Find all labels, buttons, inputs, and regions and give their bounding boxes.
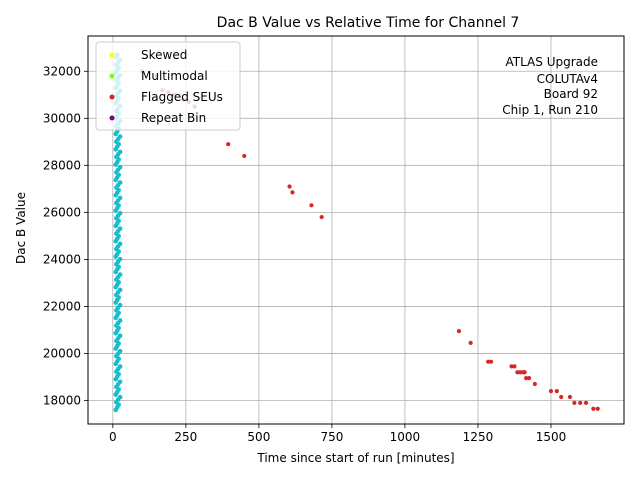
flagged-seu-point [226, 142, 231, 147]
flagged-seu-point [591, 406, 596, 411]
flagged-seu-point [518, 370, 523, 375]
legend-label-skewed: Skewed [141, 48, 187, 62]
annotation-line: Chip 1, Run 210 [502, 103, 598, 117]
x-tick-label: 750 [320, 430, 343, 444]
data-point [117, 348, 123, 354]
y-tick-label: 26000 [43, 205, 81, 219]
x-tick-label: 500 [247, 430, 270, 444]
data-point [117, 318, 123, 323]
flagged-seu-point [526, 376, 532, 381]
y-tick-label: 20000 [43, 346, 81, 360]
data-point [117, 256, 123, 262]
flagged-seu-point [522, 370, 527, 375]
legend: Skewed Multimodal Flagged SEUs Repeat Bi… [95, 41, 241, 131]
flagged-seu-point [456, 329, 462, 334]
y-tick-label: 24000 [43, 252, 81, 266]
data-point [117, 241, 123, 247]
flagged-seu-point [559, 394, 564, 400]
y-tick-label: 18000 [43, 393, 81, 407]
data-point [117, 364, 123, 369]
data-point [117, 379, 123, 385]
flagged-seu-point [572, 400, 577, 405]
data-point [117, 287, 123, 293]
annotation-line: COLUTAv4 [537, 72, 598, 86]
tick-marks [84, 70, 552, 428]
flagged-seu-point [488, 359, 494, 364]
y-tick-label: 28000 [43, 158, 81, 172]
data-point [117, 210, 123, 216]
flagged-seu-point [567, 394, 573, 400]
data-point [117, 302, 123, 308]
flagged-seu-point [319, 214, 324, 220]
data-point [117, 394, 123, 400]
x-axis-label: Time since start of run [minutes] [256, 451, 454, 465]
y-axis-label: Dac B Value [14, 192, 28, 264]
flagged-seu-point [509, 364, 514, 369]
data-point [117, 272, 123, 277]
x-tick-label: 250 [174, 430, 197, 444]
flagged-seu-point [578, 400, 583, 405]
annotation-line: Board 92 [544, 87, 598, 101]
flagged-seu-point [524, 376, 529, 381]
x-tick-label: 0 [109, 430, 117, 444]
flagged-seu-point [548, 388, 554, 394]
x-tick-label: 1250 [463, 430, 494, 444]
data-point [117, 180, 123, 185]
flagged-seu-point [515, 370, 520, 375]
flagged-seu-point [290, 190, 295, 195]
x-tick-label: 1000 [390, 430, 421, 444]
legend-marker-repeat-bin [109, 115, 115, 121]
flagged-seu-point [468, 340, 473, 345]
legend-label-repeat-bin: Repeat Bin [141, 111, 206, 125]
flagged-seu-point [486, 359, 491, 364]
legend-label-multimodal: Multimodal [141, 69, 208, 83]
data-point [117, 226, 123, 231]
data-point [117, 134, 123, 139]
y-tick-label: 32000 [43, 64, 81, 78]
legend-label-flagged-seus: Flagged SEUs [141, 90, 223, 104]
chart-title: Dac B Value vs Relative Time for Channel… [217, 15, 520, 31]
y-tick-label: 22000 [43, 299, 81, 313]
data-point [117, 149, 123, 155]
annotation-line: ATLAS Upgrade [505, 55, 598, 69]
legend-marker-flagged-seus [109, 94, 115, 100]
flagged-seu-point [583, 400, 589, 405]
legend-marker-multimodal [109, 73, 115, 79]
flagged-seu-point [287, 184, 292, 189]
y-tick-label: 30000 [43, 111, 81, 125]
flagged-seu-point [242, 153, 247, 159]
flagged-seu-point [554, 388, 559, 394]
data-point [117, 164, 123, 170]
x-tick-label: 1500 [536, 430, 567, 444]
data-point [117, 195, 123, 201]
flagged-seu-point [595, 406, 600, 411]
flagged-seu-point [512, 364, 517, 369]
grid [88, 36, 624, 424]
legend-box [95, 41, 241, 131]
legend-marker-skewed [109, 52, 115, 58]
tick-labels: 0 250 500 750 1000 1250 1500 18000 20000 22000 240… [43, 64, 566, 444]
flagged-seu-point [532, 381, 538, 387]
annotation-block: ATLAS Upgrade COLUTAv4 Board 92 Chip 1, … [502, 55, 598, 117]
flagged-seu-point [309, 203, 314, 208]
plot-frame [87, 35, 625, 425]
data-point [117, 333, 123, 339]
